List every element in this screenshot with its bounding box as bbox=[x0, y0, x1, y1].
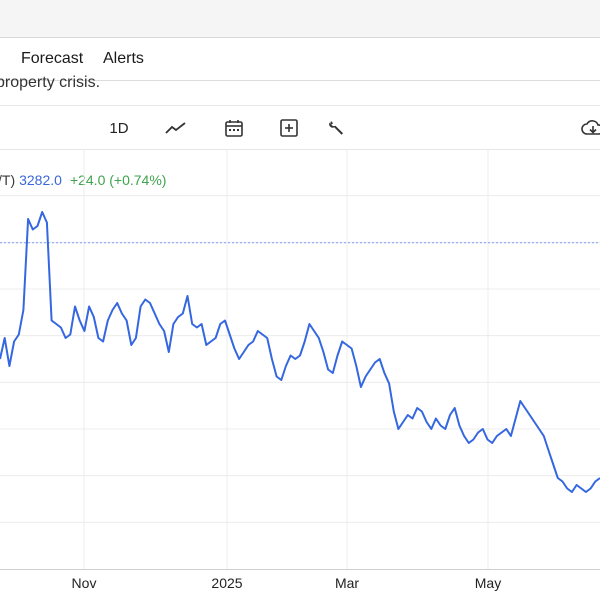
x-axis: Nov 2025 Mar May bbox=[0, 569, 600, 601]
cloud-download-icon[interactable] bbox=[580, 116, 600, 140]
browser-top-strip bbox=[0, 0, 600, 38]
description-text: property crisis. bbox=[0, 74, 101, 91]
calendar-icon[interactable] bbox=[221, 116, 247, 140]
interval-label: 1D bbox=[109, 119, 129, 137]
x-tick-label: 2025 bbox=[211, 575, 243, 591]
x-tick-label: Nov bbox=[71, 575, 97, 591]
tab-forecast[interactable]: Forecast bbox=[21, 50, 84, 67]
price-series-line bbox=[0, 211, 600, 493]
x-tick-label: Mar bbox=[334, 575, 360, 591]
tab-alerts[interactable]: Alerts bbox=[103, 50, 144, 67]
chart-toolbar: 1D bbox=[0, 105, 600, 150]
description-text-container: property crisis. bbox=[0, 66, 600, 100]
ticker-label: /T) bbox=[0, 172, 16, 188]
price-legend: /T)3282.0 +24.0 (+0.74%) bbox=[0, 172, 166, 188]
line-chart-icon[interactable] bbox=[162, 116, 190, 140]
current-price: 3282.0 bbox=[19, 172, 62, 188]
wrench-icon[interactable] bbox=[324, 116, 350, 140]
price-change: +24.0 (+0.74%) bbox=[69, 172, 167, 188]
add-box-icon[interactable] bbox=[276, 116, 302, 140]
top-nav: Forecast Alerts bbox=[0, 38, 600, 81]
price-chart[interactable] bbox=[0, 149, 600, 569]
interval-button[interactable]: 1D bbox=[104, 116, 134, 140]
x-tick-label: May bbox=[474, 575, 502, 591]
